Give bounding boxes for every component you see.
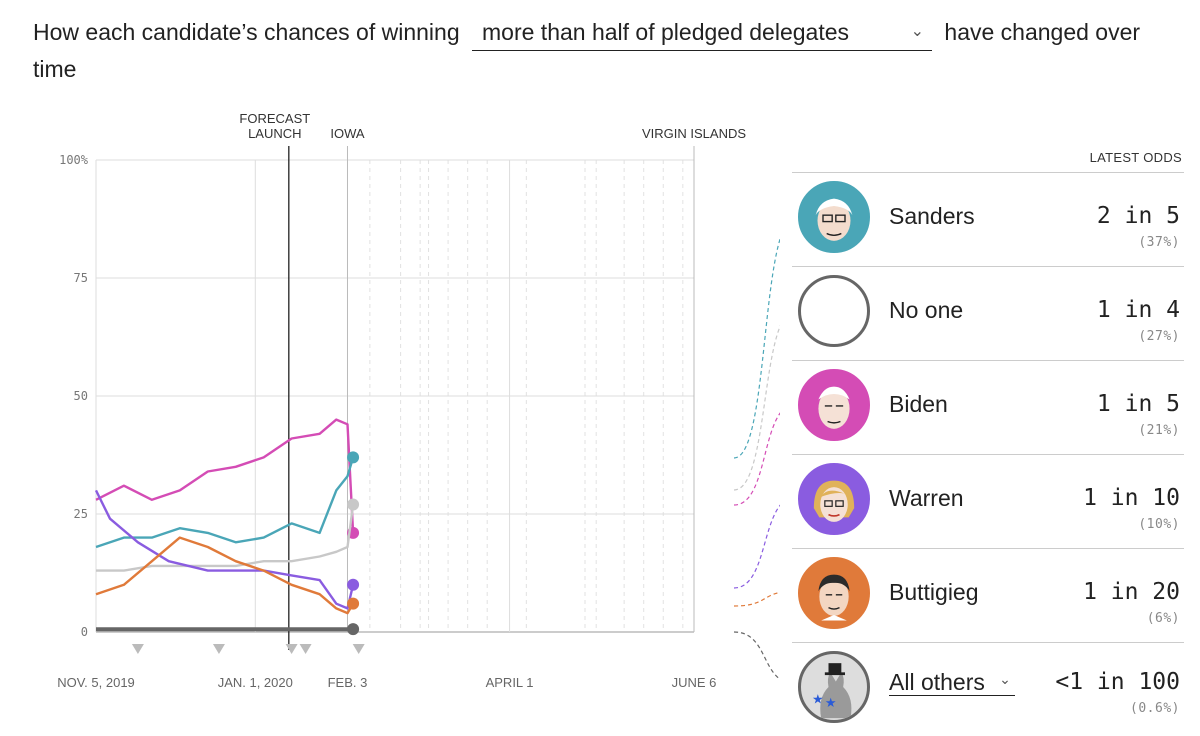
series-line-warren [94,489,355,610]
biden-portrait-icon [798,369,870,441]
legend-pct: (27%) [1138,329,1180,344]
debate-marker [131,644,144,654]
legend-name: All others [889,669,985,695]
legend-name: Biden [889,391,948,417]
sanders-portrait-icon [798,181,870,253]
svg-text:★: ★ [825,695,837,710]
legend-row-biden: Biden 1 in 5 (21%) [792,361,1184,455]
x-tick-label: JUNE 6 [672,675,717,690]
legend-name: Sanders [889,203,975,229]
event-label: FORECAST LAUNCH [239,111,310,141]
legend-row-sanders: Sanders 2 in 5 (37%) [792,173,1184,267]
legend-pct: (10%) [1138,517,1180,532]
debate-marker [352,644,365,654]
donkey-icon: ★ ★ [798,651,870,723]
legend-connector [733,591,780,607]
legend-pct: (37%) [1138,235,1180,250]
debate-marker [212,644,225,654]
legend-odds: 2 in 5 [1096,203,1180,229]
headline-prefix: How each candidate’s chances of winning [33,19,460,45]
legend-odds: <1 in 100 [1055,669,1180,695]
legend-connector [733,237,780,459]
legend-name: Buttigieg [889,579,979,605]
outcome-dropdown-value: more than half of pledged delegates [482,19,850,45]
legend-pct: (0.6%) [1130,701,1180,716]
debate-marker [285,644,298,654]
buttigieg-portrait-icon [798,557,870,629]
series-endpoint [347,498,360,511]
svg-text:★: ★ [812,692,824,707]
series-endpoint [347,597,360,610]
legend-name: Warren [889,485,964,511]
x-tick-label: NOV. 5, 2019 [57,675,135,690]
legend-pct: (21%) [1138,423,1180,438]
x-tick-label: JAN. 1, 2020 [218,675,293,690]
legend-connector [733,504,780,589]
y-tick-label: 100% [59,153,89,167]
empty-circle-icon [798,275,870,347]
y-tick-label: 0 [81,625,88,639]
chevron-down-icon: ⌄ [910,23,925,40]
legend-row-no-one: No one 1 in 4 (27%) [792,267,1184,361]
legend-row-all-others: ★ ★ All others ⌄ <1 in 100 (0.6%) [792,643,1184,736]
event-label: IOWA [330,126,365,141]
x-tick-label: FEB. 3 [328,675,368,690]
latest-odds-legend: LATEST ODDS Sanders 2 in 5 (37%) No one … [792,150,1184,736]
legend-connector [733,631,780,680]
odds-line-chart: 0 25 50 75 100% NOV. 5, 2019 JAN. 1, 2020 FEB. … [57,111,780,690]
legend-connector [733,412,780,506]
legend-odds: 1 in 5 [1096,391,1180,417]
legend-pct: (6%) [1146,611,1180,626]
chevron-down-icon: ⌄ [999,671,1011,687]
y-tick-label: 25 [74,507,88,521]
legend-row-buttigieg: Buttigieg 1 in 20 (6%) [792,549,1184,643]
legend-header: LATEST ODDS [792,150,1184,173]
all-others-dropdown[interactable]: All others ⌄ [889,669,1015,696]
debate-marker [299,644,312,654]
y-tick-label: 75 [74,271,88,285]
chart-headline: How each candidate’s chances of winning … [33,14,1183,87]
headline-suffix: have changed over time [33,19,1141,82]
series-line-buttigieg [95,536,355,615]
legend-row-warren: Warren 1 in 10 (10%) [792,455,1184,549]
series-endpoint [347,623,360,636]
series-line-sanders [95,457,355,549]
series-endpoint [347,451,360,464]
event-label: VIRGIN ISLANDS [642,126,746,141]
warren-portrait-icon [798,463,870,535]
legend-odds: 1 in 10 [1083,485,1180,511]
y-tick-label: 50 [74,389,88,403]
legend-connector [733,325,780,491]
x-tick-label: APRIL 1 [486,675,534,690]
legend-odds: 1 in 4 [1096,297,1180,323]
series-line-biden [95,418,355,533]
legend-odds: 1 in 20 [1083,579,1180,605]
outcome-dropdown[interactable]: more than half of pledged delegates ⌄ [472,14,933,51]
series-endpoint [347,578,360,591]
legend-name: No one [889,297,964,323]
